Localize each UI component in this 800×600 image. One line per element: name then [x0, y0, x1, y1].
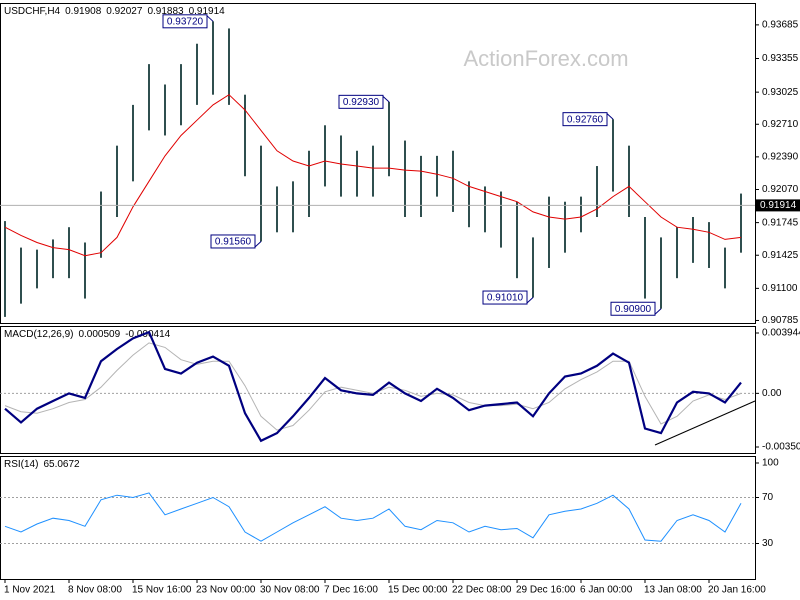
pane-header: USDCHF,H4 0.91908 0.92027 0.91883 0.91914 — [4, 6, 225, 17]
x-tick-label: 22 Dec 08:00 — [452, 585, 512, 596]
annotation-connector — [382, 95, 390, 103]
pane-frame — [0, 3, 756, 324]
annotation-box — [338, 94, 384, 109]
annotation-label: 0.93720 — [167, 16, 204, 27]
y-tick-label: 30 — [762, 538, 774, 549]
pane-title: USDCHF,H4 — [4, 6, 61, 17]
y-tick-label: 0.003944 — [762, 328, 800, 339]
annotation-connector — [206, 15, 214, 22]
header-value: 65.0672 — [43, 459, 80, 470]
current-price-label: 0.91914 — [760, 200, 797, 211]
y-tick-label: 0.93355 — [762, 53, 799, 64]
annotation-connector — [606, 113, 614, 120]
annotation-label: 0.90900 — [615, 304, 652, 315]
macd-trendline — [654, 400, 756, 446]
annotation-box — [210, 234, 256, 249]
x-tick-label: 8 Nov 08:00 — [68, 585, 122, 596]
header-value: 0.91883 — [147, 6, 184, 17]
y-tick-label: 0.92070 — [762, 184, 799, 195]
indicator-line — [4, 492, 742, 542]
x-tick-label: 6 Jan 00:00 — [580, 585, 633, 596]
x-tick-label: 1 Nov 2021 — [4, 585, 56, 596]
pane-title: RSI(14) — [4, 459, 38, 470]
pane-header: MACD(12,26,9) 0.000509 -0.000414 — [4, 329, 171, 340]
annotation-box — [482, 290, 528, 305]
header-value: 0.91914 — [189, 6, 226, 17]
indicator-line — [4, 342, 742, 431]
x-tick-label: 30 Nov 08:00 — [260, 585, 320, 596]
annotation-label: 0.91560 — [215, 237, 252, 248]
header-value: -0.000414 — [125, 329, 170, 340]
x-tick-label: 7 Dec 16:00 — [324, 585, 378, 596]
annotation-label: 0.91010 — [487, 293, 524, 304]
y-tick-label: 70 — [762, 492, 774, 503]
y-tick-label: 0.91100 — [762, 283, 798, 294]
y-tick-label: 0.93685 — [762, 20, 799, 31]
y-tick-label: 0.90785 — [762, 315, 799, 326]
annotation-connector — [526, 297, 534, 304]
annotation-connector — [654, 308, 662, 315]
pane-header: RSI(14) 65.0672 — [4, 459, 80, 470]
y-tick-label: 100 — [762, 458, 779, 469]
annotation-label: 0.92930 — [343, 97, 380, 108]
x-tick-label: 20 Jan 16:00 — [708, 585, 766, 596]
header-value: 0.92027 — [106, 6, 143, 17]
x-tick-label: 13 Jan 08:00 — [644, 585, 702, 596]
watermark: ActionForex.com — [463, 46, 628, 71]
x-tick-label: 29 Dec 16:00 — [516, 585, 576, 596]
x-tick-label: 15 Nov 16:00 — [132, 585, 192, 596]
annotation-box — [562, 112, 608, 127]
y-tick-label: 0.91745 — [762, 217, 799, 228]
annotation-connector — [254, 241, 262, 248]
y-tick-label: 0.92390 — [762, 152, 799, 163]
pane-frame — [0, 456, 756, 580]
annotation-label: 0.92760 — [567, 114, 604, 125]
annotation-box — [162, 14, 208, 29]
moving-average — [4, 94, 742, 257]
y-tick-label: 0.91425 — [762, 250, 799, 261]
header-value: 0.91908 — [65, 6, 102, 17]
header-value: 0.000509 — [78, 329, 120, 340]
x-tick-label: 23 Nov 00:00 — [196, 585, 256, 596]
y-tick-label: 0.00 — [762, 388, 782, 399]
y-tick-label: 0.92710 — [762, 119, 799, 130]
y-tick-label: 0.93025 — [762, 87, 799, 98]
pane-frame — [0, 326, 756, 454]
annotation-box — [610, 301, 656, 316]
indicator-line — [4, 330, 742, 443]
pane-title: MACD(12,26,9) — [4, 329, 73, 340]
current-price-tag — [756, 199, 800, 212]
y-tick-label: -0.003506 — [762, 442, 800, 453]
x-tick-label: 15 Dec 00:00 — [388, 585, 448, 596]
